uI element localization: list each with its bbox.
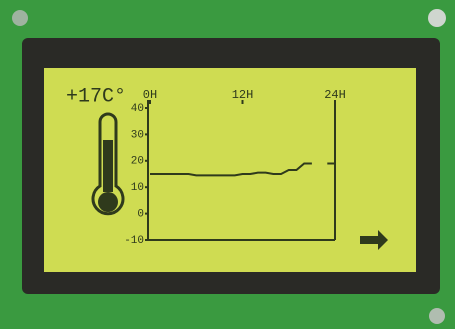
thermometer-icon [91,112,125,216]
screw [12,10,28,26]
y-tick-label: 0 [137,209,144,221]
x-tick-label: 0H [143,88,157,102]
screw [429,308,445,324]
data-line [150,162,335,177]
screw [428,9,446,27]
x-tick-label: 24H [324,88,346,102]
arrow-icon [360,230,388,250]
y-tick-label: -10 [124,235,144,247]
y-tick-label: 40 [131,103,144,115]
current-temp: +17C° [66,85,126,108]
y-tick-label: 20 [131,156,144,168]
y-tick-label: 30 [131,129,144,141]
x-tick-label: 12H [232,88,254,102]
y-tick-label: 10 [131,182,144,194]
